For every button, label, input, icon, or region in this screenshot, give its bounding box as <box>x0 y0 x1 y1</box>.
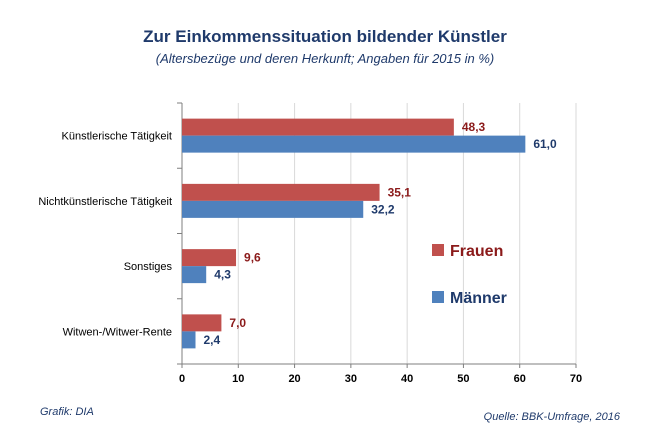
bar-frauen <box>182 314 222 332</box>
value-label: 32,2 <box>371 202 395 216</box>
x-tick-label: 30 <box>345 373 357 385</box>
category-label: Künstlerische Tätigkeit <box>62 131 172 143</box>
legend-swatch-frauen <box>432 244 444 256</box>
legend: Frauen Männer <box>432 243 507 307</box>
category-labels: Künstlerische Tätigkeit Nichtkünstlerisch… <box>38 131 172 339</box>
x-tick-label: 60 <box>514 373 526 385</box>
chart-title: Zur Einkommenssituation bildender Künstl… <box>143 27 507 46</box>
value-label: 35,1 <box>388 185 412 199</box>
legend-label-frauen: Frauen <box>450 243 503 260</box>
category-label: Nichtkünstlerische Tätigkeit <box>38 196 172 208</box>
bars: 48,3 61,0 35,1 32,2 9,6 4,3 7,0 2,4 <box>182 118 557 349</box>
value-label: 7,0 <box>229 316 246 330</box>
value-label: 9,6 <box>244 251 261 265</box>
bar-maenner <box>182 266 207 284</box>
category-label: Witwen-/Witwer-Rente <box>63 326 172 338</box>
x-tick-label: 20 <box>288 373 300 385</box>
bar-frauen <box>182 183 380 201</box>
bar-maenner <box>182 331 196 349</box>
bar-frauen <box>182 118 454 136</box>
x-tick-label: 10 <box>232 373 244 385</box>
x-tick-labels: 0 10 20 30 40 50 60 70 <box>179 373 582 385</box>
bar-maenner <box>182 135 526 153</box>
value-label: 48,3 <box>462 120 486 134</box>
x-tick-label: 40 <box>401 373 413 385</box>
value-label: 2,4 <box>204 333 221 347</box>
value-label: 4,3 <box>214 268 231 282</box>
x-tick-label: 50 <box>457 373 469 385</box>
footer-source: Quelle: BBK-Umfrage, 2016 <box>484 411 621 423</box>
legend-swatch-maenner <box>432 291 444 303</box>
x-tick-label: 0 <box>179 373 185 385</box>
bar-frauen <box>182 249 237 267</box>
category-label: Sonstiges <box>124 261 173 273</box>
chart-subtitle: (Altersbezüge und deren Herkunft; Angabe… <box>156 51 494 66</box>
legend-label-maenner: Männer <box>450 290 507 307</box>
value-label: 61,0 <box>533 137 557 151</box>
bar-maenner <box>182 200 364 218</box>
x-tick-label: 70 <box>570 373 582 385</box>
footer-credit: Grafik: DIA <box>40 406 94 418</box>
